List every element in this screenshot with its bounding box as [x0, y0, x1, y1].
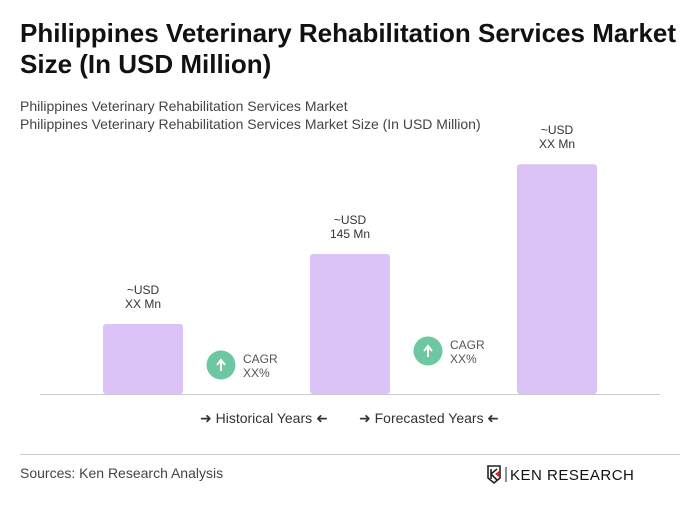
cagr-value: XX%	[450, 352, 477, 366]
bar-value-label: XX Mn	[125, 297, 161, 311]
bar-value-label: ~USD	[334, 213, 367, 227]
bar-value-label: ~USD	[127, 283, 160, 297]
legend-forecasted-label: Forecasted Years	[374, 410, 484, 426]
legend-historical-label: Historical Years	[215, 410, 313, 426]
source-text: Sources: Ken Research Analysis	[20, 465, 224, 481]
ken-research-logo: KEN RESEARCH	[487, 465, 634, 485]
bar	[310, 254, 390, 394]
legend-historical: ➜ Historical Years ➜	[200, 410, 328, 426]
svg-text:KEN RESEARCH: KEN RESEARCH	[510, 467, 634, 484]
cagr-label: CAGR	[450, 338, 485, 352]
legend-forecasted: ➜ Forecasted Years ➜	[359, 410, 500, 426]
cagr-value: XX%	[243, 366, 270, 380]
bar-value-label: XX Mn	[539, 137, 575, 151]
subtitle-2: Philippines Veterinary Rehabilitation Se…	[20, 116, 481, 132]
divider	[20, 454, 680, 455]
cagr-label: CAGR	[243, 352, 278, 366]
subtitle: Philippines Veterinary Rehabilitation Se…	[20, 98, 348, 114]
bar	[103, 324, 183, 394]
page-title: Philippines Veterinary Rehabilitation Se…	[20, 18, 677, 79]
bar-value-label: ~USD	[541, 123, 574, 137]
bar-value-label: 145 Mn	[330, 227, 370, 241]
bar	[517, 164, 597, 394]
